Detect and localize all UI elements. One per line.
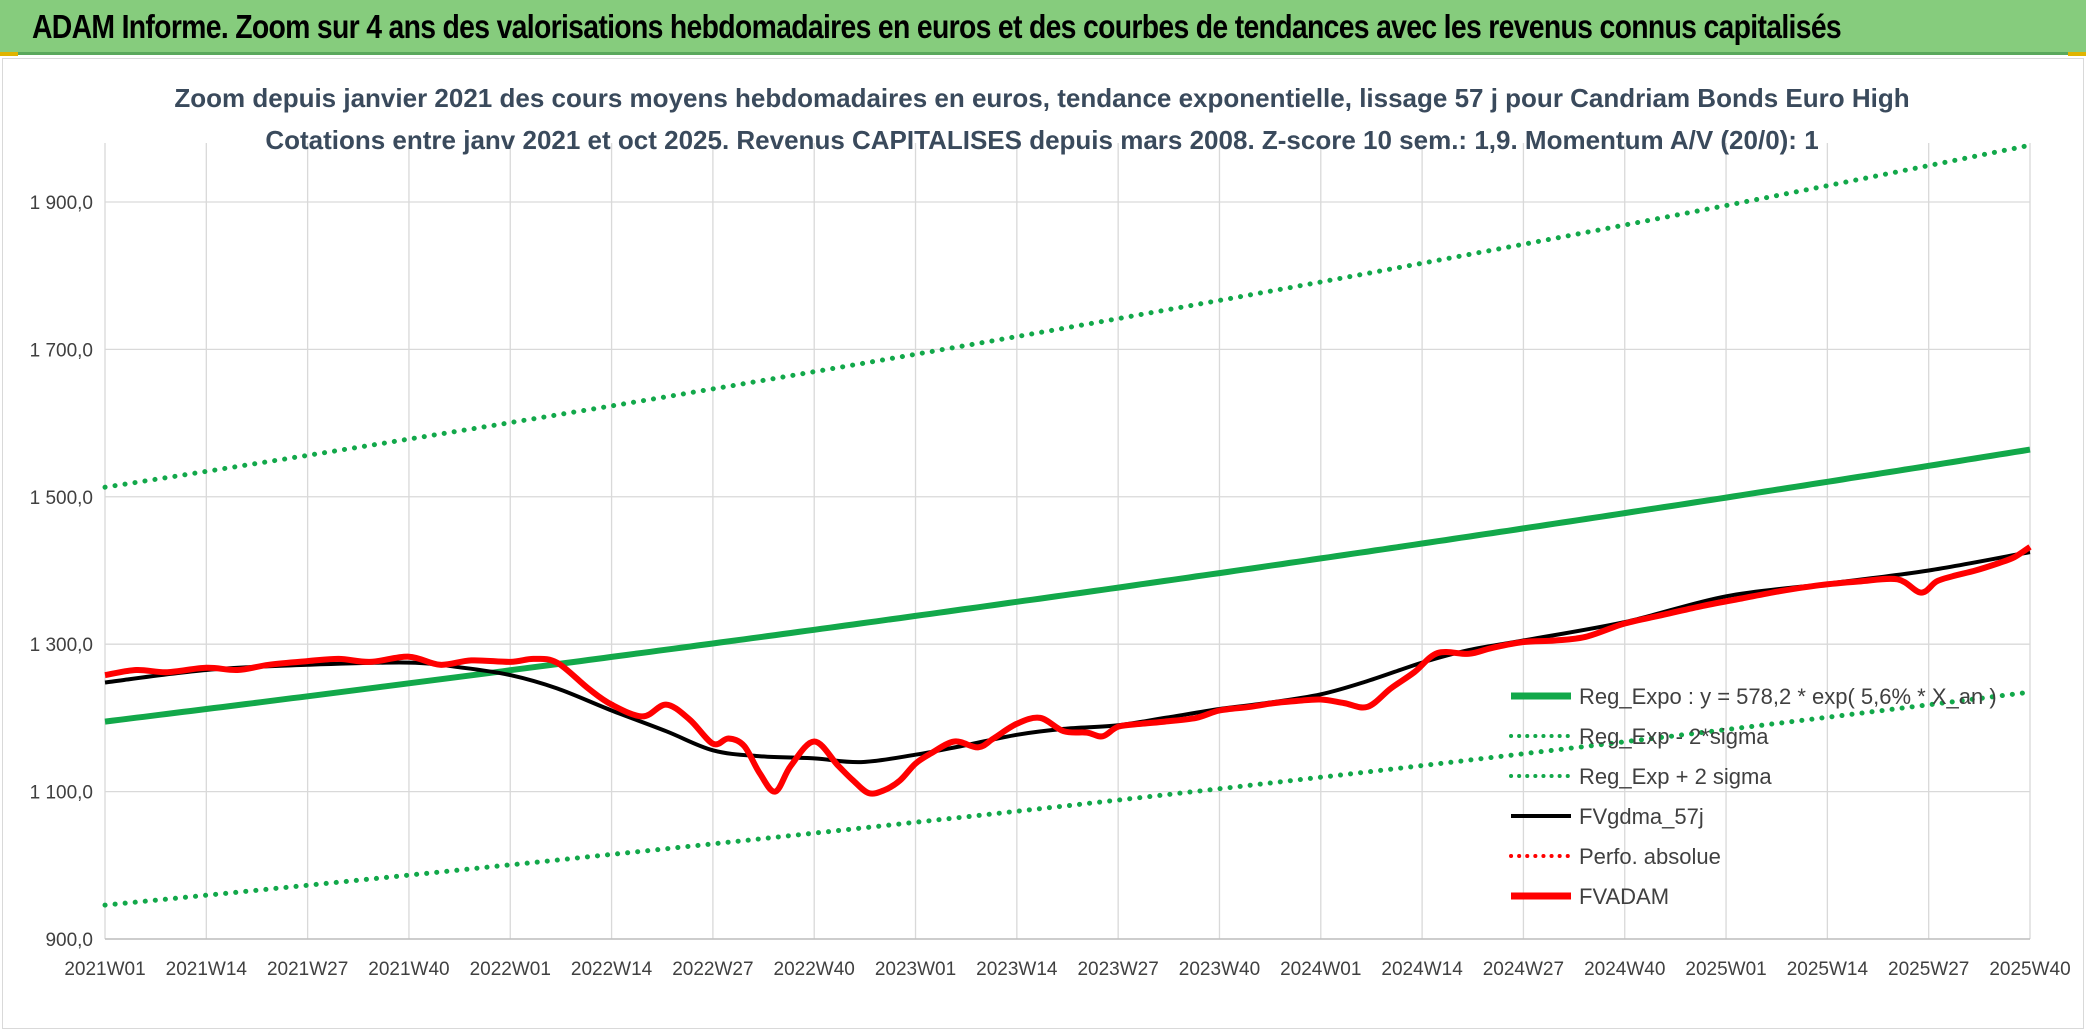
x-tick-label: 2023W01 [875,959,956,980]
x-tick-label: 2025W27 [1888,959,1969,980]
legend-label: Reg_Expo : y = 578,2 * exp( 5,6% * X_an … [1579,684,1997,709]
legend-label: FVADAM [1579,884,1669,909]
banner-corner-right [2068,52,2086,56]
x-tick-label: 2024W27 [1483,959,1564,980]
x-tick-label: 2025W14 [1787,959,1869,980]
series-fvadam [104,544,2032,797]
x-tick-label: 2022W40 [774,959,855,980]
y-tick-label: 1 100,0 [30,783,93,804]
legend: Reg_Expo : y = 578,2 * exp( 5,6% * X_an … [1509,684,1997,909]
y-tick-label: 1 500,0 [30,488,93,509]
x-tick-label: 2023W27 [1077,959,1158,980]
chart-title-line1: Zoom depuis janvier 2021 des cours moyen… [174,83,1909,113]
x-tick-label: 2021W01 [64,959,145,980]
y-tick-label: 1 900,0 [30,193,93,214]
banner-title: ADAM Informe. Zoom sur 4 ans des valoris… [32,8,1842,45]
x-tick-label: 2021W14 [166,959,248,980]
x-axis-ticks: 2021W01 2021W14 2021W27 2021W40 2022W01 2022W… [64,959,2070,980]
y-tick-label: 900,0 [45,930,93,951]
series-reg-exp-plus-2sigma [102,142,2033,490]
y-tick-label: 1 700,0 [30,340,93,361]
y-tick-label: 1 300,0 [30,635,93,656]
x-tick-label: 2022W01 [470,959,551,980]
banner-corner-left [0,52,18,56]
x-tick-label: 2024W40 [1584,959,1665,980]
x-tick-label: 2021W40 [368,959,449,980]
x-tick-label: 2021W27 [267,959,348,980]
x-tick-label: 2024W01 [1280,959,1361,980]
banner: ADAM Informe. Zoom sur 4 ans des valoris… [0,0,2086,56]
x-tick-label: 2024W14 [1381,959,1463,980]
legend-label: FVgdma_57j [1579,804,1704,829]
x-tick-label: 2023W40 [1179,959,1260,980]
legend-label: Reg_Exp - 2*sigma [1579,724,1769,749]
legend-label: Reg_Exp + 2 sigma [1579,764,1772,789]
y-axis-ticks: 900,0 1 100,0 1 300,0 1 500,0 1 700,0 1 900,0 [30,193,93,951]
x-tick-label: 2023W14 [976,959,1058,980]
x-tick-label: 2022W14 [571,959,653,980]
x-tick-label: 2025W40 [1989,959,2070,980]
grid-layer [104,143,2031,940]
x-tick-label: 2022W27 [672,959,753,980]
chart-svg: Zoom depuis janvier 2021 des cours moyen… [30,83,2071,980]
chart-frame: Zoom depuis janvier 2021 des cours moyen… [2,58,2084,1029]
series-reg-expo [104,446,2031,725]
chart-title-line2: Cotations entre janv 2021 et oct 2025. R… [265,125,1818,155]
legend-label: Perfo. absolue [1579,844,1721,869]
series-reg-exp-minus-2sigma [102,689,2033,908]
series-layer [102,142,2033,908]
x-tick-label: 2025W01 [1685,959,1766,980]
